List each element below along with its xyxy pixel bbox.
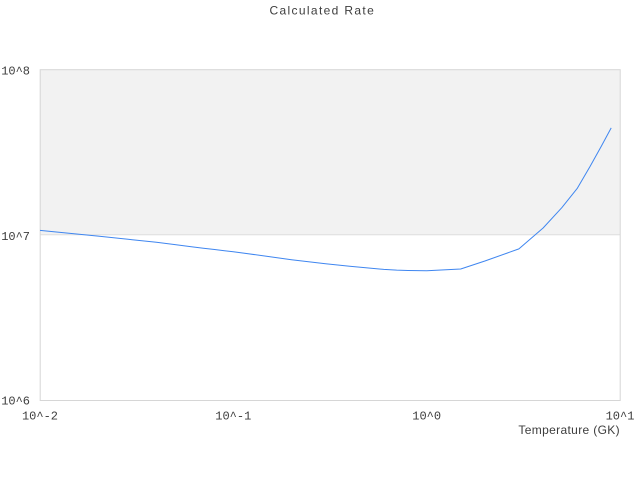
svg-text:10^6: 10^6	[1, 395, 30, 409]
svg-text:Calculated Rate: Calculated Rate	[269, 4, 375, 18]
svg-text:10^-1: 10^-1	[215, 409, 251, 423]
svg-text:Temperature (GK): Temperature (GK)	[518, 423, 620, 437]
svg-text:10^7: 10^7	[1, 230, 30, 244]
svg-text:10^0: 10^0	[412, 409, 441, 423]
svg-text:10^8: 10^8	[1, 64, 30, 78]
svg-text:10^1: 10^1	[606, 409, 635, 423]
svg-text:10^-2: 10^-2	[22, 409, 58, 423]
